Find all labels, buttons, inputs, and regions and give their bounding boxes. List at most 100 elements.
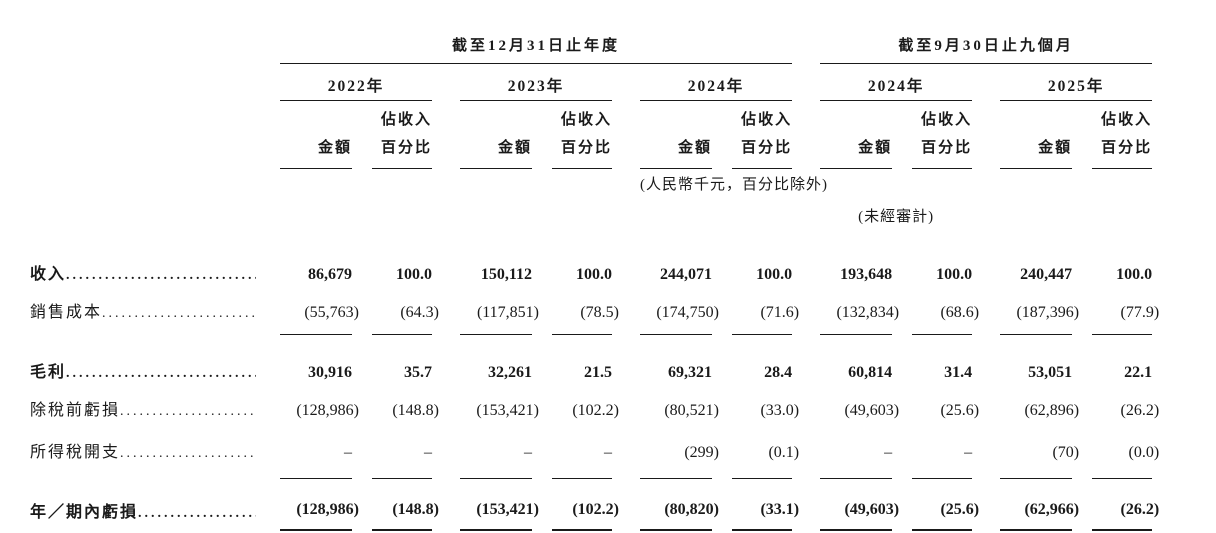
value: (128,986): [296, 500, 359, 518]
value-cell: 100.0: [912, 246, 972, 290]
value: (80,521): [664, 402, 719, 419]
value: 244,071: [660, 266, 712, 283]
value: (148.8): [392, 402, 439, 419]
row-label: 收入: [30, 266, 67, 283]
value: (70): [1052, 443, 1080, 461]
value: (128,986): [296, 402, 359, 419]
dot-leader: ........................................…: [120, 404, 256, 419]
value-cell: 100.0: [552, 246, 612, 290]
value-cell: (0.1): [732, 424, 799, 479]
value-cell: –: [460, 424, 532, 479]
dot-leader: ........................................…: [66, 366, 256, 381]
col-header-pct-4: 佔收入 百分比: [912, 100, 973, 169]
row-label: 年／期內虧損: [30, 504, 139, 521]
year-2024: 2024年: [640, 63, 793, 101]
value: (55,763): [304, 303, 359, 321]
value: (71.6): [760, 303, 800, 321]
value-cell: (26.2): [1092, 478, 1159, 533]
value: –: [524, 443, 532, 461]
value: (299): [684, 443, 719, 461]
value: 21.5: [584, 364, 612, 381]
value-cell: 31.4: [912, 334, 972, 388]
value: (0.1): [768, 443, 800, 461]
value: 100.0: [576, 266, 612, 283]
value-cell: (78.5): [552, 290, 619, 335]
col-header-pct-2: 佔收入 百分比: [552, 100, 612, 169]
value-cell: –: [372, 424, 432, 479]
row-label: 所得稅開支: [30, 444, 121, 461]
value: (62,896): [1024, 402, 1080, 419]
dot-leader: ........................................…: [66, 268, 256, 283]
value-cell: (128,986): [280, 478, 359, 533]
value: 240,447: [1020, 266, 1073, 283]
col-header-amount-5: 金額: [1000, 100, 1073, 169]
value: 150,112: [480, 266, 532, 283]
value-cell: (71.6): [732, 290, 799, 335]
value: (117,851): [476, 303, 539, 321]
value: 69,321: [668, 364, 712, 381]
value-cell: 30,916: [280, 334, 352, 388]
row-label-cell: 除稅前虧損...................................…: [30, 388, 280, 424]
value: 193,648: [840, 266, 893, 283]
value: (33.0): [760, 402, 800, 419]
value-cell: 86,679: [280, 246, 352, 290]
value-cell: (68.6): [912, 290, 979, 335]
value: (0.0): [1128, 443, 1160, 461]
value: (49,603): [844, 402, 900, 419]
value: –: [964, 443, 973, 461]
value-cell: (102.2): [552, 388, 619, 424]
value: (132,834): [836, 303, 900, 321]
value-cell: 22.1: [1092, 334, 1152, 388]
spanner-interim: 截至9月30日止九個月: [820, 26, 1153, 64]
value-cell: 193,648: [820, 246, 892, 290]
value-cell: 53,051: [1000, 334, 1072, 388]
spanner-annual: 截至12月31日止年度: [280, 26, 793, 64]
value: 100.0: [756, 266, 793, 283]
value: –: [424, 443, 432, 461]
value-cell: 244,071: [640, 246, 712, 290]
value: 32,261: [488, 364, 532, 381]
value-cell: 32,261: [460, 334, 532, 388]
dot-leader: ........................................…: [120, 446, 256, 461]
value-cell: (55,763): [280, 290, 359, 335]
value: (80,820): [664, 500, 719, 518]
row-label-cell: 毛利......................................…: [30, 334, 280, 388]
value: (62,966): [1024, 500, 1080, 518]
value-cell: (80,521): [640, 388, 719, 424]
value-cell: –: [552, 424, 612, 479]
value-cell: 60,814: [820, 334, 892, 388]
value-cell: (49,603): [820, 478, 899, 533]
value: 28.4: [764, 364, 793, 381]
value: (26.2): [1120, 500, 1160, 518]
row-label-cell: 銷售成本....................................…: [30, 290, 280, 334]
units-note: (人民幣千元，百分比除外): [640, 177, 828, 193]
col-header-amount-2: 金額: [460, 100, 532, 169]
value: 31.4: [944, 364, 973, 381]
table-row: 銷售成本....................................…: [30, 290, 1159, 335]
value-cell: (153,421): [460, 478, 539, 533]
value: 100.0: [936, 266, 973, 283]
dot-leader: ........................................…: [102, 306, 256, 321]
value-cell: (26.2): [1092, 388, 1160, 424]
value: 86,679: [308, 266, 352, 283]
value-cell: –: [820, 424, 893, 479]
value-cell: (80,820): [640, 478, 719, 533]
value-cell: (187,396): [1000, 290, 1079, 335]
value-cell: (62,896): [1000, 388, 1079, 424]
value: 35.7: [404, 364, 432, 381]
value-cell: (25.6): [912, 478, 979, 533]
spacer-row: [30, 230, 1152, 246]
value: (33.1): [760, 500, 800, 518]
value-cell: 69,321: [640, 334, 712, 388]
value: –: [884, 443, 893, 461]
table-row: 除稅前虧損...................................…: [30, 388, 1160, 424]
value: 53,051: [1028, 364, 1073, 381]
unaudited-note-row: (未經審計): [30, 198, 1152, 230]
value: 30,916: [308, 364, 352, 381]
value-cell: (174,750): [640, 290, 719, 335]
year-2024-interim: 2024年: [820, 63, 973, 101]
value: –: [604, 443, 612, 461]
year-2022: 2022年: [280, 63, 432, 101]
value-cell: (25.6): [912, 388, 979, 424]
units-note-row: (人民幣千元，百分比除外): [30, 168, 1152, 198]
